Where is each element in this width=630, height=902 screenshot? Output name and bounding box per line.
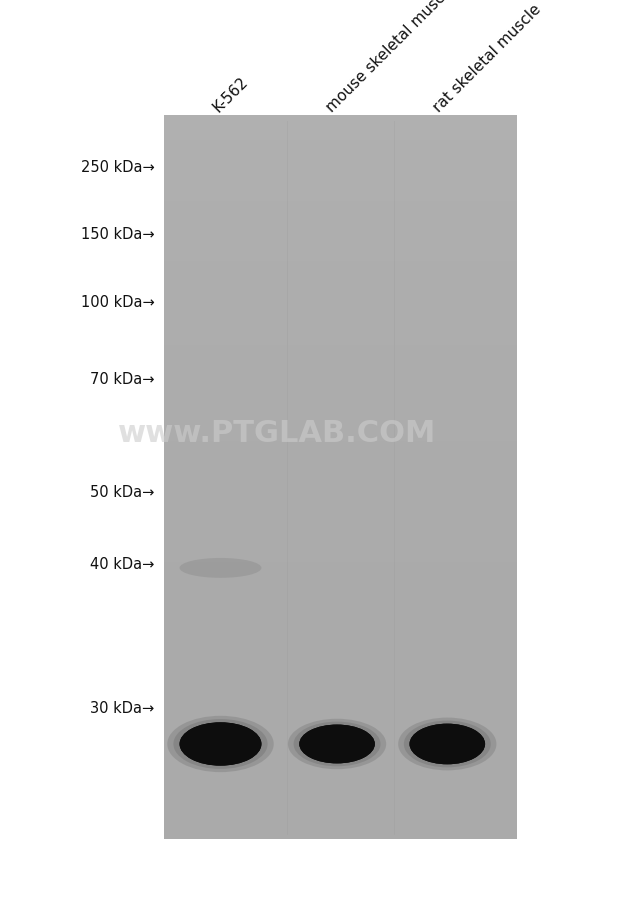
Ellipse shape xyxy=(180,723,261,766)
Bar xyxy=(164,212,517,226)
Bar xyxy=(164,392,517,406)
Bar xyxy=(164,199,517,214)
Text: 50 kDa→: 50 kDa→ xyxy=(90,484,154,499)
Bar xyxy=(164,115,517,129)
Text: 30 kDa→: 30 kDa→ xyxy=(90,701,154,715)
Ellipse shape xyxy=(299,725,375,763)
Text: 40 kDa→: 40 kDa→ xyxy=(90,557,154,571)
Bar xyxy=(164,440,517,454)
Bar xyxy=(164,717,517,731)
Bar xyxy=(164,127,517,142)
Bar xyxy=(164,753,517,767)
Text: 250 kDa→: 250 kDa→ xyxy=(81,160,154,174)
Text: www.PTGLAB.COM: www.PTGLAB.COM xyxy=(118,419,437,447)
Bar xyxy=(164,801,517,815)
Bar xyxy=(164,524,517,538)
Text: 100 kDa→: 100 kDa→ xyxy=(81,295,154,309)
Bar xyxy=(164,140,517,153)
Bar xyxy=(164,693,517,706)
Bar xyxy=(164,476,517,490)
Bar xyxy=(164,668,517,683)
Bar xyxy=(164,272,517,286)
Bar xyxy=(164,777,517,791)
Bar xyxy=(164,632,517,647)
Bar xyxy=(164,260,517,273)
Bar xyxy=(164,380,517,394)
Bar xyxy=(164,452,517,466)
Bar xyxy=(164,560,517,575)
Ellipse shape xyxy=(410,723,485,765)
Bar xyxy=(164,596,517,611)
Ellipse shape xyxy=(410,723,485,765)
Bar xyxy=(164,296,517,309)
Text: 150 kDa→: 150 kDa→ xyxy=(81,227,154,242)
Ellipse shape xyxy=(173,719,268,769)
Bar xyxy=(164,356,517,370)
Bar xyxy=(164,416,517,430)
Bar xyxy=(164,501,517,514)
Text: rat skeletal muscle: rat skeletal muscle xyxy=(430,2,544,115)
Bar xyxy=(164,235,517,250)
Bar xyxy=(164,428,517,442)
Bar xyxy=(164,176,517,189)
Bar xyxy=(164,188,517,201)
Ellipse shape xyxy=(180,558,261,578)
Bar xyxy=(164,320,517,334)
Ellipse shape xyxy=(404,721,491,768)
Ellipse shape xyxy=(299,725,375,763)
Bar xyxy=(164,825,517,839)
Bar xyxy=(164,465,517,478)
Bar xyxy=(164,368,517,382)
Bar xyxy=(164,308,517,322)
Bar xyxy=(164,813,517,827)
Text: K-562: K-562 xyxy=(210,75,251,115)
Text: 70 kDa→: 70 kDa→ xyxy=(90,372,154,386)
Bar xyxy=(164,645,517,658)
Bar xyxy=(164,404,517,418)
Ellipse shape xyxy=(180,723,261,766)
Text: mouse skeletal muscle: mouse skeletal muscle xyxy=(323,0,458,115)
Bar xyxy=(164,344,517,358)
Bar xyxy=(164,765,517,778)
Bar xyxy=(164,548,517,562)
Bar xyxy=(164,609,517,622)
Bar xyxy=(164,284,517,298)
Ellipse shape xyxy=(288,719,386,769)
Bar xyxy=(164,152,517,165)
Bar xyxy=(164,704,517,719)
Bar xyxy=(164,729,517,742)
Bar xyxy=(164,163,517,178)
Ellipse shape xyxy=(398,718,496,770)
Bar xyxy=(164,621,517,634)
Ellipse shape xyxy=(167,716,273,772)
Bar xyxy=(164,512,517,526)
Bar xyxy=(164,488,517,502)
Bar xyxy=(164,657,517,670)
Bar xyxy=(164,584,517,598)
Bar xyxy=(164,741,517,755)
Bar xyxy=(164,332,517,345)
Bar xyxy=(164,224,517,237)
Bar xyxy=(164,248,517,262)
Bar xyxy=(164,789,517,803)
Ellipse shape xyxy=(294,722,381,767)
Bar xyxy=(164,537,517,550)
Bar xyxy=(164,681,517,695)
Bar xyxy=(164,573,517,586)
